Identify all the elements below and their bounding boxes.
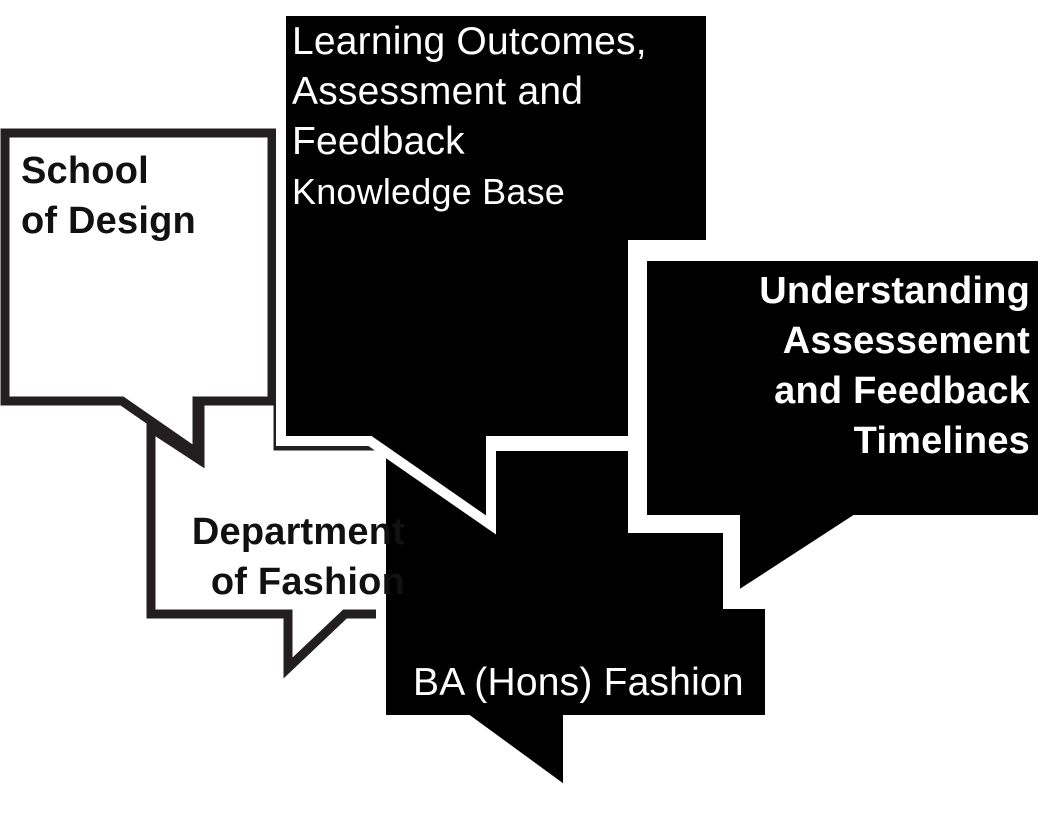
school-label-line-1: School [21, 150, 149, 192]
school-of-design-label: School of Design [21, 146, 196, 246]
outcomes-label-line-1: Learning Outcomes, [292, 20, 647, 63]
timelines-bubble [637, 251, 1048, 608]
department-of-fashion-label: Department of Fashion [150, 507, 405, 607]
programme-label-line-1: BA (Hons) Fashion [413, 661, 744, 704]
timelines-label-line-4: Timelines [853, 420, 1030, 462]
timelines-label: Understanding Assessement and Feedback T… [640, 266, 1030, 466]
learning-outcomes-label: Learning Outcomes, Assessment and Feedba… [292, 17, 647, 217]
learning-outcomes-bubble [276, 6, 716, 535]
timelines-label-line-3: and Feedback [774, 370, 1030, 412]
timelines-label-line-2: Assessement [782, 320, 1030, 362]
school-label-line-2: of Design [21, 200, 196, 242]
timelines-label-line-1: Understanding [759, 270, 1030, 312]
ba-hons-fashion-label: BA (Hons) Fashion [413, 658, 744, 708]
outcomes-label-line-2: Assessment and [292, 70, 584, 113]
department-label-line-1: Department [191, 511, 405, 553]
department-label-line-2: of Fashion [210, 561, 405, 603]
outcomes-label-subline: Knowledge Base [292, 171, 565, 212]
outcomes-label-line-3: Feedback [292, 120, 465, 163]
